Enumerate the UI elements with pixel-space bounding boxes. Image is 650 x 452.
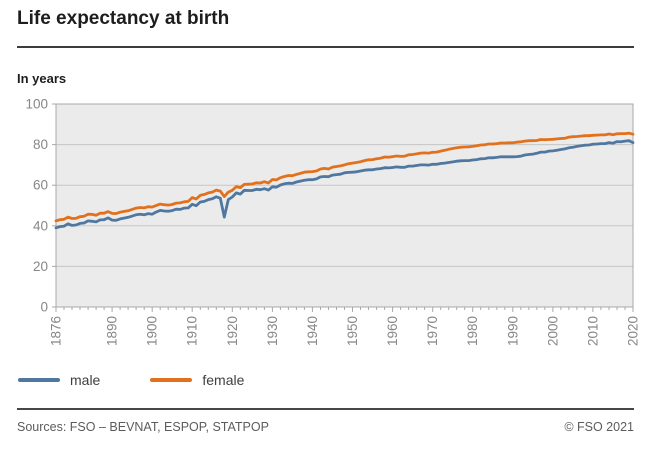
x-axis-label: 2000 bbox=[545, 316, 560, 346]
y-axis-unit-label: In years bbox=[17, 71, 67, 86]
y-axis-label: 60 bbox=[33, 178, 48, 193]
x-axis-label: 1900 bbox=[145, 316, 160, 346]
x-axis-label: 1910 bbox=[185, 316, 200, 346]
x-axis-label: 1876 bbox=[49, 316, 64, 346]
legend-item-male: male bbox=[18, 372, 100, 388]
footer: Sources: FSO – BEVNAT, ESPOP, STATPOP © … bbox=[17, 420, 634, 434]
legend-label-male: male bbox=[70, 372, 101, 388]
x-axis-label: 1930 bbox=[265, 316, 280, 346]
y-axis-label: 100 bbox=[25, 97, 48, 112]
x-axis-label: 2010 bbox=[585, 316, 600, 346]
male-line-swatch bbox=[18, 378, 60, 382]
y-axis-label: 0 bbox=[40, 300, 48, 315]
x-axis-label: 1940 bbox=[305, 316, 320, 346]
female-line-swatch bbox=[150, 378, 193, 382]
x-axis-label: 1890 bbox=[105, 316, 120, 346]
line-chart: 0 20 40 60 80 100 1876 1890 1900 1910 1920 1930 1940… bbox=[25, 97, 641, 347]
chart-legend: male female bbox=[18, 372, 244, 388]
x-axis-label: 1960 bbox=[385, 316, 400, 346]
x-axis-label: 1970 bbox=[425, 316, 440, 346]
footer-divider bbox=[17, 408, 634, 410]
plot-area bbox=[56, 104, 633, 307]
plot-border bbox=[55, 103, 634, 308]
x-axis-label: 1990 bbox=[505, 316, 520, 346]
x-axis-label: 1920 bbox=[225, 316, 240, 346]
y-axis-label: 20 bbox=[33, 259, 48, 274]
x-axis-label: 1980 bbox=[465, 316, 480, 346]
y-axis-label: 80 bbox=[33, 137, 48, 152]
legend-item-female: female bbox=[150, 372, 244, 388]
x-axis-label: 1950 bbox=[345, 316, 360, 346]
x-axis-label: 2020 bbox=[626, 316, 641, 346]
title-divider bbox=[17, 46, 634, 48]
female-line bbox=[54, 131, 635, 223]
sources-text: Sources: FSO – BEVNAT, ESPOP, STATPOP bbox=[17, 420, 269, 434]
page-title: Life expectancy at birth bbox=[17, 8, 230, 29]
y-axis-label: 40 bbox=[33, 218, 48, 233]
male-line bbox=[54, 139, 635, 230]
legend-label-female: female bbox=[202, 372, 245, 388]
copyright-text: © FSO 2021 bbox=[564, 420, 634, 434]
